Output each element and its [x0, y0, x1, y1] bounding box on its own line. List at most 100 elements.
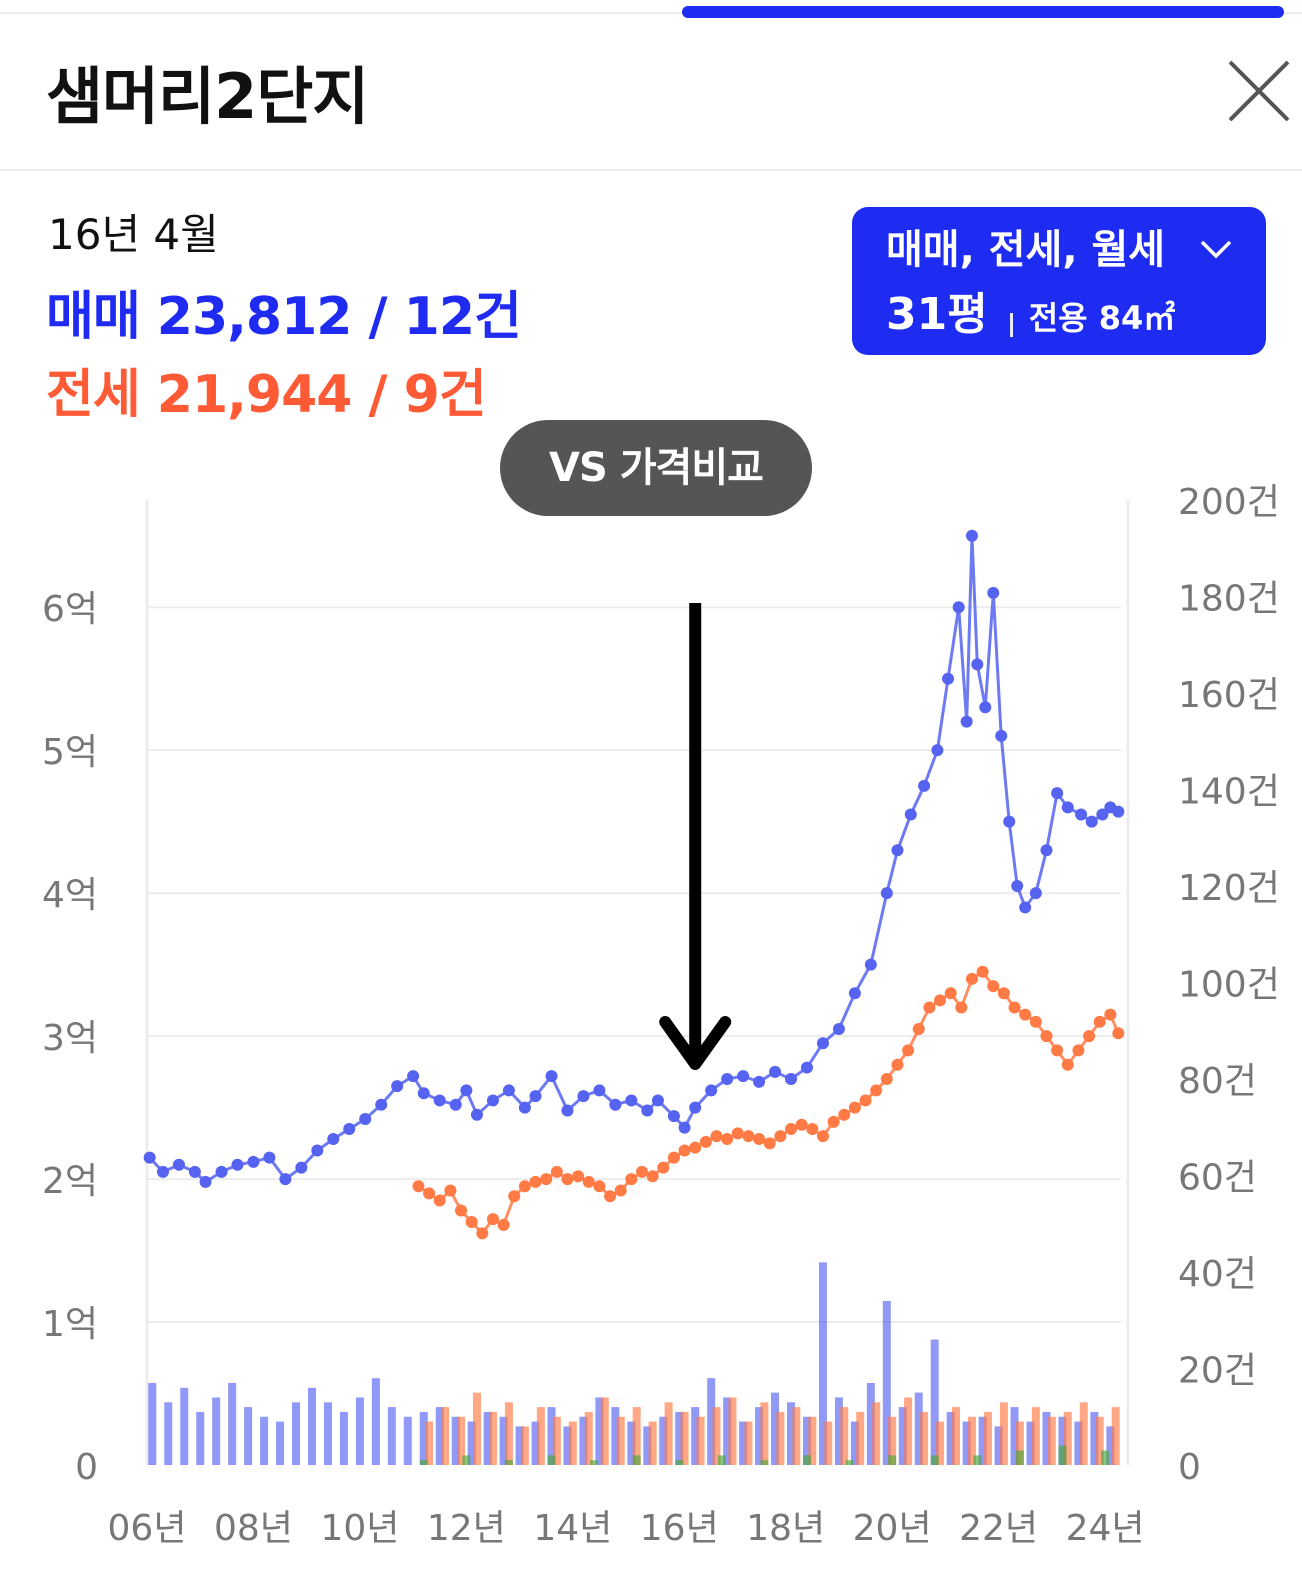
- top-divider: [0, 12, 1302, 14]
- sale-count-bar: [435, 1407, 444, 1465]
- jeonse-count-bar: [1079, 1402, 1088, 1465]
- sale-price-point: [156, 1165, 169, 1178]
- jeonse-price-point: [604, 1190, 617, 1203]
- monthly-count-bar: [845, 1460, 854, 1465]
- sale-count-bar: [547, 1407, 556, 1465]
- jeonse-price-point: [614, 1184, 627, 1197]
- sale-count-bar: [994, 1426, 1003, 1465]
- jeonse-price-point: [689, 1141, 702, 1154]
- jeonse-count-bar: [999, 1402, 1008, 1465]
- jeonse-price-point: [902, 1044, 915, 1057]
- sale-count-bar: [1058, 1416, 1067, 1465]
- monthly-count-bar: [888, 1455, 897, 1465]
- sale-price-point: [561, 1104, 574, 1117]
- sale-price-point: [1040, 844, 1053, 857]
- y-left-tick-label: 3억: [42, 1018, 98, 1059]
- sale-count-bar: [164, 1402, 173, 1465]
- sale-price-point: [1019, 901, 1032, 914]
- sale-price-point: [880, 887, 893, 900]
- y-left-tick-label: 0: [75, 1447, 98, 1488]
- jeonse-price-point: [774, 1130, 787, 1143]
- x-tick-label: 22년: [959, 1508, 1038, 1549]
- sale-price-point: [769, 1065, 782, 1078]
- jeonse-price-point: [742, 1130, 755, 1143]
- monthly-count-bar: [547, 1455, 556, 1465]
- sale-price-point: [1011, 880, 1024, 892]
- jeonse-price-point: [827, 1115, 840, 1128]
- jeonse-count-bar: [808, 1416, 817, 1465]
- monthly-count-bar: [590, 1460, 599, 1465]
- trade-type-filter-button[interactable]: 매매, 전세, 월세 31평 전용 84㎡: [852, 207, 1266, 355]
- sale-count-bar: [180, 1387, 189, 1465]
- sale-price-point: [800, 1061, 813, 1074]
- sale-price-point: [785, 1073, 798, 1085]
- jeonse-count-bar: [760, 1402, 769, 1465]
- monthly-count-bar: [419, 1460, 428, 1465]
- close-button[interactable]: [1224, 56, 1294, 126]
- sale-price-point: [279, 1173, 292, 1186]
- sale-price-point: [1051, 787, 1064, 800]
- jeonse-price-point: [710, 1130, 723, 1143]
- sale-count-bar: [627, 1421, 636, 1465]
- sale-count-bar: [1026, 1421, 1035, 1465]
- jeonse-price-point: [891, 1058, 904, 1071]
- jeonse-price-point: [444, 1184, 457, 1197]
- jeonse-price-point: [1040, 1030, 1053, 1043]
- sale-count-bar: [515, 1426, 524, 1465]
- sale-price-point: [327, 1133, 340, 1146]
- monthly-count-bar: [973, 1455, 982, 1465]
- sale-count-bar: [691, 1407, 700, 1465]
- jeonse-price-point: [870, 1084, 883, 1097]
- jeonse-price-point: [944, 987, 957, 1000]
- jeonse-count-bar: [1015, 1421, 1024, 1465]
- sale-price-point: [721, 1073, 734, 1085]
- x-tick-label: 14년: [533, 1508, 612, 1549]
- jeonse-price-point: [987, 980, 1000, 993]
- jeonse-count-bar: [824, 1421, 833, 1465]
- x-tick-label: 10년: [320, 1508, 399, 1549]
- jeonse-count-bar: [536, 1407, 545, 1465]
- monthly-count-bar: [802, 1455, 811, 1465]
- y-left-tick-label: 5억: [42, 732, 98, 773]
- sale-count-bar: [499, 1416, 508, 1465]
- sale-price-point: [449, 1098, 462, 1111]
- sheet-handle-bar: [682, 6, 1284, 18]
- sale-count-bar: [276, 1421, 285, 1465]
- sale-count-bar: [579, 1416, 588, 1465]
- sale-count-bar: [739, 1421, 748, 1465]
- selected-date: 16년 4월: [48, 210, 219, 259]
- jeonse-price-point: [433, 1194, 446, 1207]
- sale-price-point: [931, 744, 944, 757]
- jeonse-price-point: [1083, 1030, 1096, 1043]
- x-tick-label: 08년: [214, 1508, 293, 1549]
- sale-price-point: [529, 1090, 542, 1103]
- sale-count-bar: [467, 1421, 476, 1465]
- sale-count-bar: [307, 1387, 316, 1465]
- sale-count-bar: [196, 1411, 205, 1465]
- sale-price-point: [979, 701, 992, 714]
- vs-compare-button[interactable]: VS 가격비교: [500, 420, 812, 516]
- sale-price-point: [864, 958, 877, 971]
- jeonse-count-bar: [504, 1402, 513, 1465]
- jeonse-price-point: [646, 1170, 659, 1183]
- sale-count-bar: [818, 1262, 827, 1465]
- jeonse-price-point: [455, 1204, 468, 1217]
- jeonse-price-point: [806, 1123, 819, 1136]
- jeonse-price-point: [838, 1108, 851, 1121]
- jeonse-price-point: [423, 1187, 436, 1200]
- sale-count-bar: [387, 1407, 396, 1465]
- pyeong-label: 31평: [886, 289, 988, 340]
- sale-count-bar: [755, 1407, 764, 1465]
- sale-price-point: [832, 1022, 845, 1035]
- jeonse-count-bar: [568, 1421, 577, 1465]
- sale-price-point: [641, 1104, 654, 1117]
- sale-price-point: [904, 808, 917, 821]
- sale-count-bar: [403, 1416, 412, 1465]
- sale-price-point: [651, 1094, 664, 1107]
- jeonse-count-bar: [872, 1402, 881, 1465]
- sale-price-point: [609, 1098, 622, 1111]
- jeonse-count-bar: [441, 1407, 450, 1465]
- jeonse-count-bar: [1095, 1416, 1104, 1465]
- sale-count-bar: [643, 1426, 652, 1465]
- jeonse-count-bar: [648, 1421, 657, 1465]
